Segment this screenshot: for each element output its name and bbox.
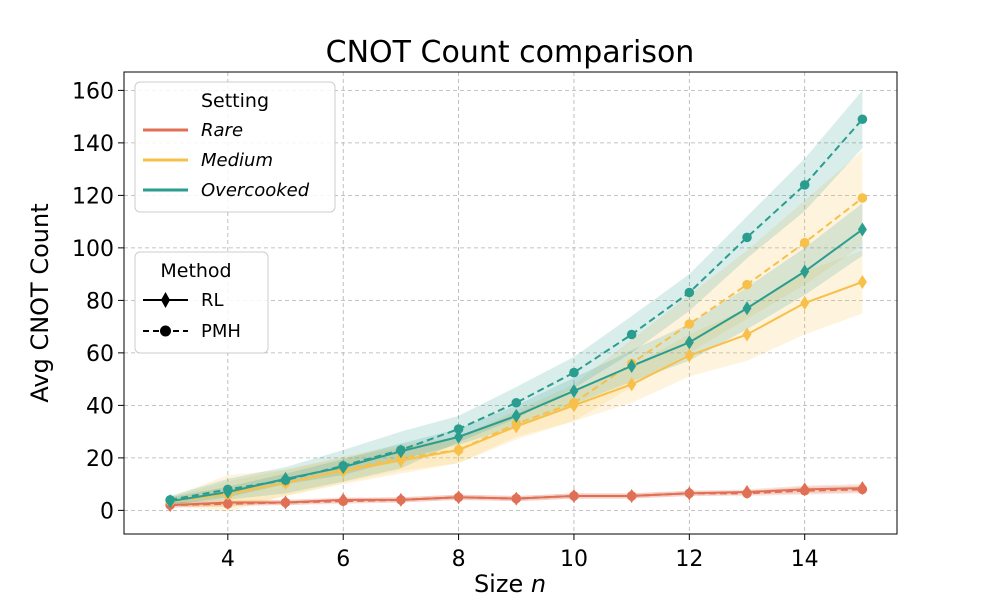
legend-label-rare: Rare [201, 120, 243, 141]
x-axis-title-var: n [531, 570, 546, 598]
y-tick-label: 20 [86, 447, 114, 472]
marker-overcooked-rl [454, 429, 464, 444]
marker-overcooked-rl [223, 485, 233, 499]
marker-medium-pmh [857, 193, 868, 203]
marker-medium-rl [627, 377, 637, 392]
marker-medium-pmh [799, 237, 810, 248]
plot-frame [123, 71, 898, 535]
x-tick-label: 8 [452, 547, 466, 572]
y-tick-label: 100 [72, 237, 114, 262]
marker-overcooked-pmh [511, 397, 522, 408]
marker-overcooked-pmh [742, 232, 752, 243]
marker-overcooked-rl [511, 408, 521, 423]
legend-label-medium: Medium [201, 150, 273, 171]
marker-rare-rl [454, 490, 464, 505]
marker-medium-pmh [742, 279, 752, 290]
band-medium-rl [170, 250, 863, 512]
legend-label-rl: RL [201, 290, 224, 311]
x-tick-label: 6 [336, 547, 350, 572]
chart-title: CNOT Count comparison [326, 35, 695, 70]
marker-overcooked-rl [742, 301, 752, 316]
marker-overcooked-pmh [684, 287, 695, 298]
marker-overcooked-rl [684, 335, 694, 350]
marker-rare-rl [511, 491, 521, 506]
marker-overcooked-rl [857, 222, 867, 237]
legend-label-pmh: PMH [201, 321, 241, 342]
legend-label-overcooked: Overcooked [201, 180, 310, 201]
marker-overcooked-pmh [626, 329, 637, 340]
marker-rare-rl [627, 488, 637, 503]
y-tick-label: 60 [86, 342, 114, 367]
y-tick-label: 40 [86, 394, 114, 419]
band-medium-pmh [170, 150, 863, 508]
y-tick-label: 80 [86, 289, 114, 314]
circle-marker-icon [160, 325, 171, 337]
marker-rare-rl [684, 486, 694, 501]
marker-overcooked-pmh [569, 367, 579, 378]
marker-medium-rl [511, 419, 521, 434]
marker-medium-rl [800, 296, 810, 310]
x-axis-title: Size n [474, 570, 546, 598]
marker-medium-pmh [684, 319, 695, 329]
marker-rare-rl [857, 481, 867, 496]
marker-rare-rl [223, 495, 233, 510]
marker-medium-rl [857, 275, 867, 289]
marker-medium-rl [684, 348, 694, 363]
y-tick-label: 120 [72, 184, 114, 209]
legend-setting-title: Setting [201, 90, 269, 112]
marker-medium-rl [569, 398, 579, 413]
y-axis-title: Avg CNOT Count [26, 203, 54, 402]
grid-layer [124, 72, 897, 534]
marker-overcooked-rl [338, 460, 348, 475]
marker-overcooked-rl [281, 471, 291, 486]
y-tick-label: 0 [100, 499, 114, 524]
marker-rare-rl [338, 492, 348, 507]
x-tick-label: 4 [221, 547, 235, 572]
marker-medium-rl [396, 453, 406, 468]
x-tick-label: 10 [560, 547, 588, 572]
legend-method: Method RL PMH [134, 251, 269, 354]
marker-overcooked-pmh [453, 424, 464, 434]
marker-rare-rl [569, 488, 579, 503]
marker-overcooked-rl [800, 264, 810, 279]
x-tick-label: 14 [791, 547, 819, 572]
marker-overcooked-rl [569, 383, 579, 398]
x-axis-title-prefix: Size [474, 570, 531, 598]
marker-overcooked-rl [396, 444, 406, 459]
marker-rare-rl [800, 482, 810, 497]
y-tick-label: 160 [72, 79, 114, 104]
marker-rare-rl [396, 492, 406, 507]
marker-rare-rl [281, 495, 291, 510]
diamond-marker-icon [161, 292, 170, 308]
marker-overcooked-pmh [857, 114, 868, 125]
marker-medium-rl [742, 327, 752, 342]
legend-setting: Setting Rare Medium Overcooked [134, 81, 336, 213]
legend-method-title: Method [160, 260, 231, 282]
legend-setting-box [134, 81, 336, 213]
marker-rare-rl [742, 485, 752, 499]
marker-layer [165, 114, 868, 513]
x-tick-label: 12 [675, 547, 703, 572]
marker-overcooked-pmh [799, 180, 810, 190]
marker-overcooked-rl [165, 494, 175, 509]
y-tick-label: 140 [72, 132, 114, 157]
marker-overcooked-rl [627, 359, 637, 373]
marker-medium-rl [454, 443, 464, 457]
